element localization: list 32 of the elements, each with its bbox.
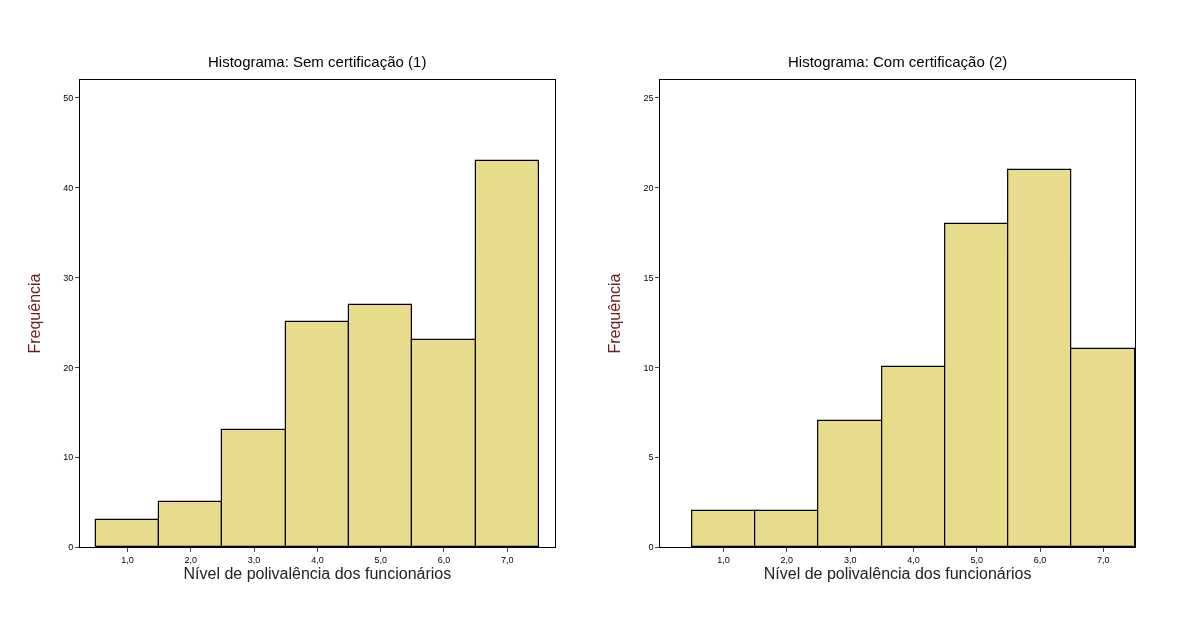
chart-title: Histograma: Sem certificação (1) [208,53,427,70]
y-tick-label: 25 [643,93,654,104]
y-tick-label: 5 [648,452,654,463]
y-tick-label: 20 [643,182,654,193]
y-tick-label: 0 [648,542,654,553]
x-axis-title: Nível de polivalência dos funcionários [183,565,452,583]
x-tick-label: 6,0 [1033,554,1047,565]
chart-title: Histograma: Com certificação (2) [788,53,1008,70]
y-axis-title: Frequência [606,273,624,354]
x-tick-label: 7,0 [1097,554,1110,565]
x-tick-label: 6,0 [437,554,451,565]
y-tick-label: 50 [63,93,74,104]
x-tick-label: 4,0 [311,554,324,565]
x-tick-label: 7,0 [501,554,514,565]
x-tick-label: 2,0 [780,554,794,565]
x-axis-title: Nível de polivalência dos funcionários [763,565,1032,583]
y-tick-label: 0 [68,542,74,553]
x-tick-label: 2,0 [184,554,198,565]
y-tick-label: 10 [63,452,74,463]
x-tick-label: 1,0 [717,554,730,565]
x-tick-label: 3,0 [247,554,261,565]
x-tick-label: 1,0 [121,554,134,565]
x-tick-label: 5,0 [970,554,984,565]
x-tick-label: 4,0 [907,554,920,565]
y-tick-label: 10 [643,362,654,373]
x-tick-label: 5,0 [374,554,387,565]
y-axis-title: Frequência [26,273,44,354]
x-tick-label: 3,0 [843,554,857,565]
y-tick-label: 15 [643,272,654,283]
y-tick-label: 30 [63,272,74,283]
y-tick-label: 40 [63,182,74,193]
y-tick-label: 20 [63,362,74,373]
